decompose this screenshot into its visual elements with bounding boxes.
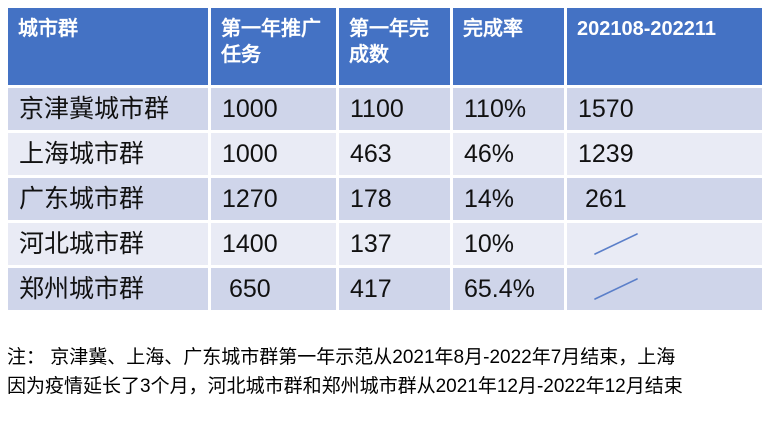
cell-rate: 65.4% — [453, 268, 564, 310]
header-year1-done: 第一年完成数 — [339, 8, 450, 85]
cell-period-na — [567, 268, 762, 310]
table-row: 上海城市群 1000 463 46% 1239 — [8, 133, 762, 175]
cell-city: 河北城市群 — [8, 223, 208, 265]
cell-city: 京津冀城市群 — [8, 88, 208, 130]
cell-period: 1570 — [567, 88, 762, 130]
city-cluster-table: 城市群 第一年推广任务 第一年完成数 完成率 202108-202211 京津冀… — [5, 5, 765, 313]
cell-task: 1000 — [211, 133, 336, 175]
cell-period: 261 — [567, 178, 762, 220]
table-row: 郑州城市群 650 417 65.4% — [8, 268, 762, 310]
cell-city: 上海城市群 — [8, 133, 208, 175]
slide: 城市群 第一年推广任务 第一年完成数 完成率 202108-202211 京津冀… — [0, 5, 771, 423]
slash-icon — [594, 278, 638, 300]
header-city-cluster: 城市群 — [8, 8, 208, 85]
cell-done: 463 — [339, 133, 450, 175]
table-row: 河北城市群 1400 137 10% — [8, 223, 762, 265]
cell-city: 郑州城市群 — [8, 268, 208, 310]
cell-rate: 110% — [453, 88, 564, 130]
cell-done: 178 — [339, 178, 450, 220]
cell-rate: 10% — [453, 223, 564, 265]
footnote: 注： 京津冀、上海、广东城市群第一年示范从2021年8月-2022年7月结束，上… — [7, 343, 771, 401]
cell-task: 1270 — [211, 178, 336, 220]
cell-city: 广东城市群 — [8, 178, 208, 220]
header-year1-task: 第一年推广任务 — [211, 8, 336, 85]
table-row: 广东城市群 1270 178 14% 261 — [8, 178, 762, 220]
slash-icon — [594, 233, 638, 255]
footnote-line-2: 因为疫情延长了3个月，河北城市群和郑州城市群从2021年12月-2022年12月… — [7, 376, 683, 397]
cell-task: 1400 — [211, 223, 336, 265]
footnote-line-1: 注： 京津冀、上海、广东城市群第一年示范从2021年8月-2022年7月结束，上… — [7, 347, 676, 368]
cell-rate: 46% — [453, 133, 564, 175]
cell-done: 137 — [339, 223, 450, 265]
cell-done: 1100 — [339, 88, 450, 130]
header-completion-rate: 完成率 — [453, 8, 564, 85]
cell-period: 1239 — [567, 133, 762, 175]
header-period: 202108-202211 — [567, 8, 762, 85]
cell-done: 417 — [339, 268, 450, 310]
table-row: 京津冀城市群 1000 1100 110% 1570 — [8, 88, 762, 130]
cell-task: 650 — [211, 268, 336, 310]
cell-rate: 14% — [453, 178, 564, 220]
cell-period-na — [567, 223, 762, 265]
table-header-row: 城市群 第一年推广任务 第一年完成数 完成率 202108-202211 — [8, 8, 762, 85]
cell-task: 1000 — [211, 88, 336, 130]
